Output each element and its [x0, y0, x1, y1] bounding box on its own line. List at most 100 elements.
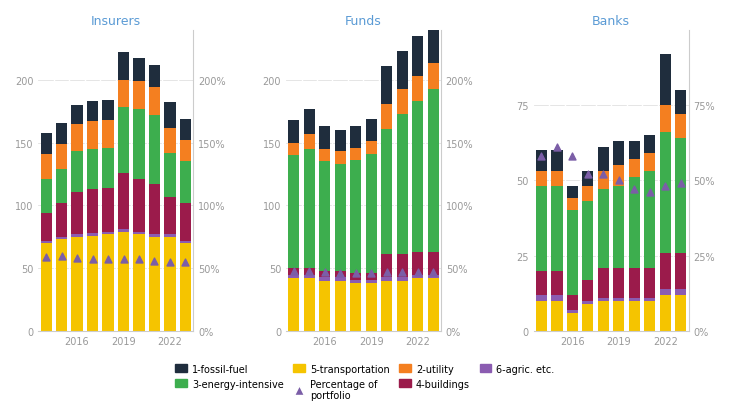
- Bar: [350, 284, 361, 331]
- Bar: [381, 255, 392, 277]
- Bar: [645, 172, 656, 268]
- Bar: [366, 274, 377, 280]
- Bar: [613, 301, 624, 331]
- Bar: [396, 277, 408, 281]
- Bar: [583, 187, 593, 202]
- Bar: [412, 252, 423, 275]
- Bar: [598, 172, 609, 190]
- Bar: [41, 241, 52, 243]
- Bar: [613, 268, 624, 298]
- Bar: [551, 301, 563, 331]
- Bar: [396, 281, 408, 331]
- Bar: [164, 237, 175, 331]
- Bar: [412, 275, 423, 279]
- Point: [582, 172, 593, 178]
- Point: [334, 270, 346, 277]
- Bar: [629, 142, 640, 160]
- Bar: [613, 142, 624, 166]
- Bar: [660, 106, 671, 133]
- Bar: [102, 232, 114, 235]
- Bar: [583, 301, 593, 304]
- Bar: [428, 252, 439, 275]
- Point: [304, 268, 315, 274]
- Bar: [164, 197, 175, 235]
- Point: [412, 269, 423, 276]
- Bar: [675, 295, 686, 331]
- Bar: [87, 190, 98, 234]
- Bar: [334, 281, 346, 331]
- Bar: [583, 304, 593, 331]
- Bar: [41, 180, 52, 213]
- Bar: [366, 280, 377, 284]
- Bar: [87, 150, 98, 190]
- Point: [659, 184, 671, 190]
- Bar: [180, 241, 191, 243]
- Bar: [304, 110, 315, 135]
- Bar: [660, 289, 671, 295]
- Bar: [304, 135, 315, 150]
- Bar: [396, 255, 408, 277]
- Point: [319, 269, 331, 276]
- Bar: [56, 123, 67, 144]
- Bar: [598, 301, 609, 331]
- Bar: [660, 295, 671, 331]
- Point: [536, 153, 548, 160]
- Legend: 1-fossil-fuel, 3-energy-intensive, 5-transportation, Percentage of
portfolio, 2-: 1-fossil-fuel, 3-energy-intensive, 5-tra…: [172, 360, 558, 404]
- Bar: [629, 268, 640, 298]
- Point: [396, 269, 408, 276]
- Bar: [56, 240, 67, 331]
- Bar: [645, 136, 656, 154]
- Bar: [304, 279, 315, 331]
- Bar: [288, 269, 299, 275]
- Bar: [72, 235, 82, 237]
- Bar: [41, 243, 52, 331]
- Title: Banks: Banks: [592, 15, 630, 28]
- Bar: [566, 295, 578, 310]
- Bar: [428, 279, 439, 331]
- Bar: [381, 277, 392, 281]
- Bar: [180, 162, 191, 203]
- Bar: [613, 187, 624, 268]
- Bar: [334, 131, 346, 152]
- Bar: [598, 190, 609, 268]
- Bar: [660, 253, 671, 289]
- Bar: [334, 271, 346, 277]
- Bar: [583, 172, 593, 187]
- Bar: [536, 172, 547, 187]
- Bar: [536, 295, 547, 301]
- Bar: [134, 180, 145, 232]
- Bar: [118, 108, 129, 173]
- Bar: [396, 115, 408, 255]
- Bar: [381, 104, 392, 130]
- Bar: [288, 121, 299, 143]
- Bar: [675, 91, 686, 115]
- Bar: [366, 155, 377, 274]
- Bar: [72, 192, 82, 235]
- Bar: [675, 289, 686, 295]
- Bar: [629, 298, 640, 301]
- Bar: [412, 102, 423, 252]
- Point: [381, 269, 393, 276]
- Bar: [102, 189, 114, 232]
- Bar: [536, 151, 547, 172]
- Bar: [381, 281, 392, 331]
- Bar: [598, 148, 609, 172]
- Bar: [613, 166, 624, 187]
- Point: [613, 178, 625, 184]
- Bar: [180, 141, 191, 162]
- Bar: [334, 277, 346, 281]
- Point: [118, 256, 129, 263]
- Point: [133, 256, 145, 263]
- Bar: [381, 130, 392, 255]
- Point: [566, 153, 578, 160]
- Point: [87, 256, 99, 263]
- Bar: [350, 148, 361, 161]
- Bar: [381, 67, 392, 104]
- Bar: [428, 275, 439, 279]
- Bar: [134, 59, 145, 82]
- Bar: [118, 81, 129, 108]
- Bar: [319, 281, 330, 331]
- Bar: [350, 161, 361, 274]
- Bar: [304, 150, 315, 269]
- Bar: [428, 64, 439, 90]
